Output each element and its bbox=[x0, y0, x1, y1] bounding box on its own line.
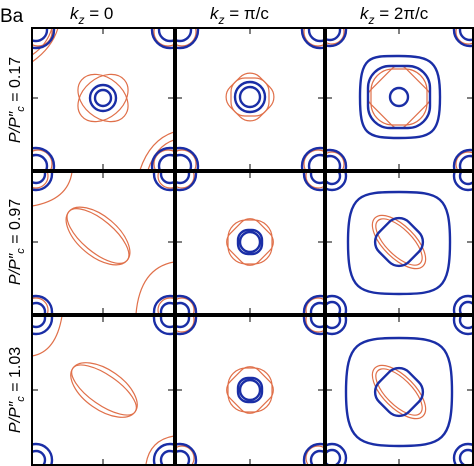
panel-r1-c1 bbox=[176, 172, 324, 314]
panel-r0-c2 bbox=[326, 28, 474, 170]
column-title-kz-2pi-c: kz = 2π/c bbox=[360, 4, 429, 27]
panel-r2-c2 bbox=[326, 316, 474, 464]
column-title-kz-0: kz = 0 bbox=[70, 4, 113, 27]
panel-r1-c2 bbox=[326, 172, 474, 314]
panel-r2-c0 bbox=[32, 316, 174, 464]
column-title-kz-pi-c: kz = π/c bbox=[210, 4, 269, 27]
row-label-p-017: P/P″c = 0.17 bbox=[7, 57, 27, 143]
panel-r0-c0 bbox=[32, 28, 174, 170]
panel-r2-c1 bbox=[176, 316, 324, 464]
corner-label: Ba bbox=[0, 6, 24, 27]
panel-r0-c1 bbox=[176, 28, 324, 170]
row-label-p-103: P/P″c = 1.03 bbox=[7, 347, 27, 433]
row-label-p-097: P/P″c = 0.97 bbox=[7, 199, 27, 285]
panel-r1-c0 bbox=[32, 172, 174, 314]
panel-tick-marks bbox=[32, 28, 473, 465]
